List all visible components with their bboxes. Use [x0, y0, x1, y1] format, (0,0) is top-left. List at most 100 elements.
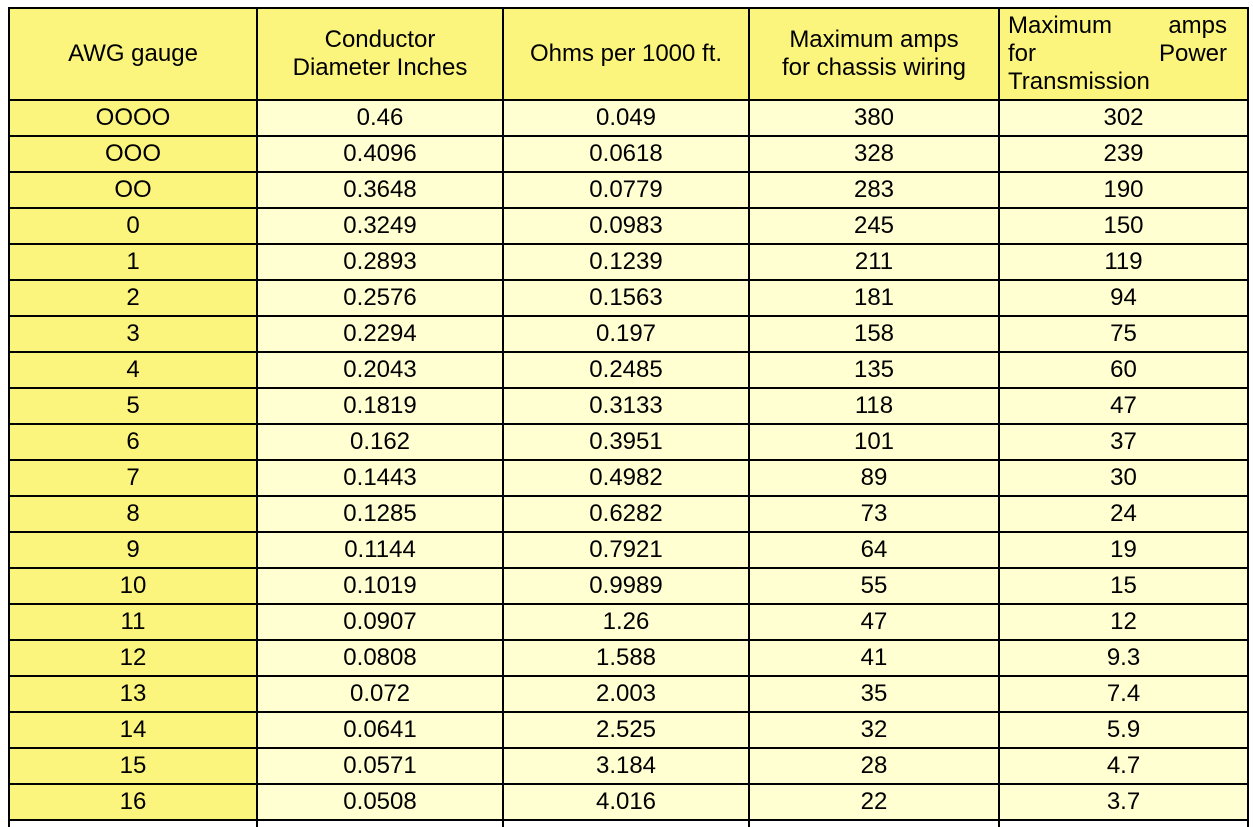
header-line: Conductor: [324, 26, 436, 53]
cell-ohms-per-1000-ft: 0.1239: [502, 243, 750, 281]
cell-ohms-per-1000-ft: 0.9989: [502, 567, 750, 605]
cell-max-amps-chassis-wiring: 64: [748, 531, 1000, 569]
cell-awg-gauge: OO: [8, 171, 258, 209]
cell-ohms-per-1000-ft: 1.26: [502, 603, 750, 641]
cell-awg-gauge: 8: [8, 495, 258, 533]
table-header: AWG gauge Conductor Diameter Inches Ohms pe…: [8, 7, 1249, 101]
header-word: Maximum: [1008, 12, 1113, 39]
table-row: 5 0.1819 0.3133 118 47: [8, 387, 1249, 425]
header-line: Ohms per 1000 ft.: [529, 40, 723, 67]
cell-awg-gauge: 11: [8, 603, 258, 641]
cell-ohms-per-1000-ft: 1.588: [502, 639, 750, 677]
cell-max-amps-power-transmission: 150: [998, 207, 1249, 245]
cell-ohms-per-1000-ft: 0.4982: [502, 459, 750, 497]
cell-max-amps-chassis-wiring: 89: [748, 459, 1000, 497]
cell-ohms-per-1000-ft: 0.1563: [502, 279, 750, 317]
cell-conductor-diameter-inches: 0.1285: [256, 495, 504, 533]
table-row: 13 0.072 2.003 35 7.4: [8, 675, 1249, 713]
cell-max-amps-power-transmission: 9.3: [998, 639, 1249, 677]
table-row: 14 0.0641 2.525 32 5.9: [8, 711, 1249, 749]
cell-conductor-diameter-inches: 0.2294: [256, 315, 504, 353]
cell-max-amps-chassis-wiring: 55: [748, 567, 1000, 605]
cell-ohms-per-1000-ft: 0.0618: [502, 135, 750, 173]
table-row: 11 0.0907 1.26 47 12: [8, 603, 1249, 641]
cell-ohms-per-1000-ft: 3.184: [502, 747, 750, 785]
cell-awg-gauge: 16: [8, 783, 258, 821]
cell-max-amps-chassis-wiring: 245: [748, 207, 1000, 245]
cell-max-amps-chassis-wiring: 32: [748, 711, 1000, 749]
cell-ohms-per-1000-ft: 2.003: [502, 675, 750, 713]
cell-conductor-diameter-inches: 0.162: [256, 423, 504, 461]
cell-conductor-diameter-inches: 0.0508: [256, 783, 504, 821]
cell-max-amps-chassis-wiring: 135: [748, 351, 1000, 389]
cell-max-amps-chassis-wiring: 181: [748, 279, 1000, 317]
cell-max-amps-chassis-wiring: 380: [748, 99, 1000, 137]
column-header-max-amps-chassis-wiring: Maximum amps for chassis wiring: [748, 7, 1000, 101]
table-row: 8 0.1285 0.6282 73 24: [8, 495, 1249, 533]
cell-awg-gauge: 4: [8, 351, 258, 389]
cropped-cell: [998, 819, 1249, 827]
cell-awg-gauge: 6: [8, 423, 258, 461]
table-row: OOOO 0.46 0.049 380 302: [8, 99, 1249, 137]
cell-max-amps-power-transmission: 19: [998, 531, 1249, 569]
table-row: 4 0.2043 0.2485 135 60: [8, 351, 1249, 389]
cropped-cell: [8, 819, 258, 827]
cell-conductor-diameter-inches: 0.1819: [256, 387, 504, 425]
cell-max-amps-power-transmission: 119: [998, 243, 1249, 281]
cell-awg-gauge: 0: [8, 207, 258, 245]
cropped-cell: [748, 819, 1000, 827]
table-row: OOO 0.4096 0.0618 328 239: [8, 135, 1249, 173]
cell-max-amps-power-transmission: 5.9: [998, 711, 1249, 749]
cell-awg-gauge: 2: [8, 279, 258, 317]
cell-conductor-diameter-inches: 0.3648: [256, 171, 504, 209]
cell-max-amps-chassis-wiring: 328: [748, 135, 1000, 173]
cell-awg-gauge: 12: [8, 639, 258, 677]
cell-ohms-per-1000-ft: 0.0779: [502, 171, 750, 209]
table-row: 7 0.1443 0.4982 89 30: [8, 459, 1249, 497]
header-line: Transmission: [1008, 68, 1150, 95]
cell-max-amps-power-transmission: 37: [998, 423, 1249, 461]
cropped-next-row: [8, 819, 1249, 827]
cell-max-amps-power-transmission: 47: [998, 387, 1249, 425]
cell-max-amps-power-transmission: 190: [998, 171, 1249, 209]
column-header-max-amps-power-transmission: Maximum amps for Power Transmission: [998, 7, 1249, 101]
cell-max-amps-chassis-wiring: 28: [748, 747, 1000, 785]
table-row: 2 0.2576 0.1563 181 94: [8, 279, 1249, 317]
cell-conductor-diameter-inches: 0.46: [256, 99, 504, 137]
cell-max-amps-chassis-wiring: 118: [748, 387, 1000, 425]
cell-ohms-per-1000-ft: 0.197: [502, 315, 750, 353]
column-header-ohms-per-1000-ft: Ohms per 1000 ft.: [502, 7, 750, 101]
table-row: 12 0.0808 1.588 41 9.3: [8, 639, 1249, 677]
cell-ohms-per-1000-ft: 0.7921: [502, 531, 750, 569]
cell-awg-gauge: 3: [8, 315, 258, 353]
cell-max-amps-power-transmission: 60: [998, 351, 1249, 389]
cell-conductor-diameter-inches: 0.1443: [256, 459, 504, 497]
cell-max-amps-power-transmission: 3.7: [998, 783, 1249, 821]
header-word: amps: [1168, 12, 1227, 39]
cell-max-amps-chassis-wiring: 101: [748, 423, 1000, 461]
cell-max-amps-chassis-wiring: 283: [748, 171, 1000, 209]
cell-awg-gauge: 13: [8, 675, 258, 713]
column-header-awg-gauge: AWG gauge: [8, 7, 258, 101]
cell-max-amps-chassis-wiring: 73: [748, 495, 1000, 533]
cell-ohms-per-1000-ft: 0.3133: [502, 387, 750, 425]
cell-awg-gauge: OOO: [8, 135, 258, 173]
cell-max-amps-power-transmission: 94: [998, 279, 1249, 317]
cropped-cell: [502, 819, 750, 827]
cell-max-amps-power-transmission: 30: [998, 459, 1249, 497]
cell-ohms-per-1000-ft: 0.049: [502, 99, 750, 137]
cell-max-amps-chassis-wiring: 22: [748, 783, 1000, 821]
table-row: 6 0.162 0.3951 101 37: [8, 423, 1249, 461]
cell-conductor-diameter-inches: 0.2576: [256, 279, 504, 317]
cell-conductor-diameter-inches: 0.0641: [256, 711, 504, 749]
cell-max-amps-power-transmission: 4.7: [998, 747, 1249, 785]
cell-max-amps-chassis-wiring: 35: [748, 675, 1000, 713]
cell-max-amps-power-transmission: 302: [998, 99, 1249, 137]
table-row: 0 0.3249 0.0983 245 150: [8, 207, 1249, 245]
column-header-conductor-diameter-inches: Conductor Diameter Inches: [256, 7, 504, 101]
table-row: 3 0.2294 0.197 158 75: [8, 315, 1249, 353]
cell-max-amps-chassis-wiring: 158: [748, 315, 1000, 353]
awg-wire-gauge-table: AWG gauge Conductor Diameter Inches Ohms pe…: [8, 7, 1249, 827]
header-word: for: [1008, 40, 1037, 67]
